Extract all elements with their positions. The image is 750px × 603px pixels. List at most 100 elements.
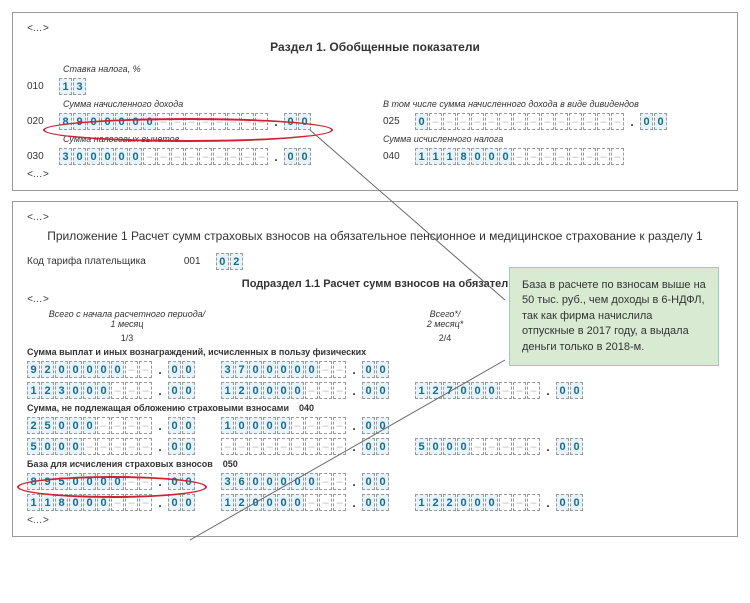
cell: 0 — [376, 438, 389, 455]
cell: – — [125, 438, 138, 455]
cell: 0 — [87, 113, 100, 130]
cell: 0 — [182, 361, 195, 378]
cell: – — [333, 417, 346, 434]
cell: – — [305, 382, 318, 399]
cells-010: 13 — [59, 78, 86, 95]
cell: – — [185, 148, 198, 165]
cell: 0 — [429, 438, 442, 455]
cell: 0 — [182, 417, 195, 434]
cell: 9 — [73, 113, 86, 130]
cell: – — [255, 113, 268, 130]
cell: 0 — [415, 113, 428, 130]
cell: – — [569, 148, 582, 165]
cell: 0 — [362, 382, 375, 399]
cell: – — [583, 113, 596, 130]
cell: 0 — [305, 361, 318, 378]
col-head-2: Всего*/ 2 месяц* — [375, 309, 515, 329]
cell: 0 — [168, 382, 181, 399]
cells-030-int: 300000––––––––– — [59, 148, 268, 165]
cell: – — [485, 438, 498, 455]
cell: 0 — [362, 361, 375, 378]
cell: 1 — [221, 382, 234, 399]
cell: 0 — [69, 494, 82, 511]
cell: – — [611, 148, 624, 165]
cell: – — [235, 438, 248, 455]
cell: 0 — [284, 148, 297, 165]
cell: 0 — [263, 473, 276, 490]
cell: 0 — [263, 494, 276, 511]
cell: – — [333, 494, 346, 511]
cell: 0 — [277, 473, 290, 490]
cell: – — [319, 361, 332, 378]
cells-020-int: 8900000–––––––– — [59, 113, 268, 130]
cell: 2 — [235, 494, 248, 511]
cell: 3 — [221, 473, 234, 490]
cell: 1 — [221, 417, 234, 434]
tariff-label: Код тарифа плательщика — [27, 256, 146, 267]
cell: – — [527, 494, 540, 511]
cell: 2 — [41, 382, 54, 399]
cell: 0 — [55, 361, 68, 378]
cell: – — [333, 438, 346, 455]
cell: 0 — [362, 473, 375, 490]
cell: 7 — [235, 361, 248, 378]
cell: – — [111, 382, 124, 399]
cell: 0 — [249, 417, 262, 434]
cell: 0 — [263, 417, 276, 434]
cell: – — [157, 148, 170, 165]
cell: 3 — [221, 361, 234, 378]
cell: 0 — [168, 417, 181, 434]
cells-tariff: 02 — [216, 253, 243, 270]
cell: – — [227, 113, 240, 130]
cell: – — [611, 113, 624, 130]
cell: – — [471, 113, 484, 130]
cell: 5 — [41, 417, 54, 434]
cell: – — [125, 417, 138, 434]
cell: – — [471, 438, 484, 455]
cell: 8 — [457, 148, 470, 165]
cell: 3 — [73, 78, 86, 95]
cell: – — [569, 113, 582, 130]
cell: – — [499, 438, 512, 455]
cell: 0 — [216, 253, 229, 270]
cell: 0 — [291, 382, 304, 399]
cell: 0 — [115, 148, 128, 165]
cell: 2 — [230, 253, 243, 270]
cell: 0 — [457, 382, 470, 399]
cell: – — [241, 113, 254, 130]
cell: – — [527, 148, 540, 165]
code-010: 010 — [27, 81, 55, 92]
cell: 0 — [376, 361, 389, 378]
cell: 0 — [182, 438, 195, 455]
cell: 0 — [570, 438, 583, 455]
code-020: 020 — [27, 116, 55, 127]
cell: – — [221, 438, 234, 455]
section1-title: Раздел 1. Обобщенные показатели — [27, 40, 723, 54]
cell: 0 — [362, 417, 375, 434]
cell: 2 — [429, 494, 442, 511]
cell: – — [333, 473, 346, 490]
cell: 5 — [415, 438, 428, 455]
cell: – — [333, 382, 346, 399]
cell: 1 — [27, 494, 40, 511]
cell: 0 — [284, 113, 297, 130]
cell: 2 — [27, 417, 40, 434]
cell: 0 — [291, 361, 304, 378]
cell: 2 — [429, 382, 442, 399]
cell: – — [443, 113, 456, 130]
cell: 0 — [277, 494, 290, 511]
cell: 0 — [298, 113, 311, 130]
cell: – — [139, 417, 152, 434]
cell: 7 — [443, 382, 456, 399]
cell: 1 — [443, 148, 456, 165]
cell: – — [199, 148, 212, 165]
cell: 0 — [97, 473, 110, 490]
cell: – — [597, 113, 610, 130]
label-040: Сумма исчисленного налога — [383, 134, 723, 144]
cell: 0 — [111, 361, 124, 378]
cell: – — [125, 382, 138, 399]
label-050: База для исчисления страховых взносов — [27, 459, 213, 469]
cell: 2 — [41, 361, 54, 378]
cell: 0 — [83, 361, 96, 378]
cell: 1 — [415, 382, 428, 399]
